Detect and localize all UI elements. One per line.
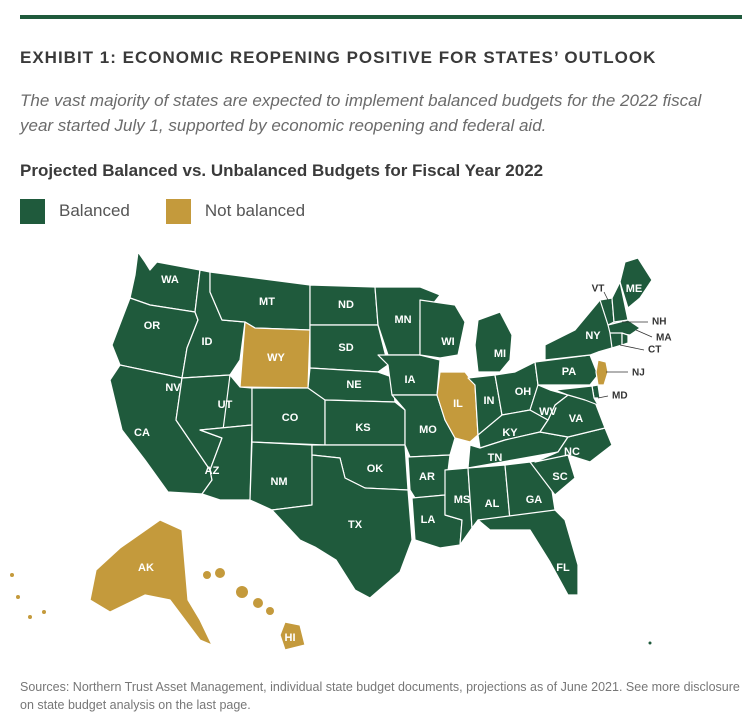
state-label-ne: NE <box>346 379 361 391</box>
island-6 <box>215 568 225 578</box>
island-3 <box>28 615 32 619</box>
state-nj <box>595 359 609 386</box>
state-ma <box>607 319 641 336</box>
island-4 <box>42 610 46 614</box>
state-label-az: AZ <box>205 465 220 477</box>
state-label-ga: GA <box>526 494 543 506</box>
state-label-id: ID <box>202 336 213 348</box>
states-layer <box>89 251 653 651</box>
state-label-ok: OK <box>367 463 384 475</box>
state-label-ct: CT <box>648 345 661 356</box>
labels-layer: WA OR CA ID NV MT WY UT AZ CO NM ND SD NE KS OK TX MN IA MO… <box>134 274 642 644</box>
legend-item-balanced: Balanced <box>20 198 130 224</box>
state-label-in: IN <box>484 395 495 407</box>
state-label-nc: NC <box>564 446 580 458</box>
state-label-oh: OH <box>515 386 532 398</box>
state-label-ks: KS <box>355 422 370 434</box>
state-label-hi: HI <box>285 632 296 644</box>
state-label-ny: NY <box>585 330 601 342</box>
state-label-sd: SD <box>338 342 353 354</box>
map-title: Projected Balanced vs. Unbalanced Budget… <box>20 161 544 180</box>
state-label-wi: WI <box>441 336 454 348</box>
state-label-ak: AK <box>138 562 154 574</box>
state-wi <box>419 299 466 359</box>
state-label-ia: IA <box>405 374 416 386</box>
state-label-nm: NM <box>270 476 287 488</box>
state-label-me: ME <box>626 283 643 295</box>
state-label-or: OR <box>144 320 161 332</box>
state-label-ar: AR <box>419 471 435 483</box>
state-wy <box>239 321 311 389</box>
state-label-wa: WA <box>161 274 179 286</box>
state-label-nd: ND <box>338 299 354 311</box>
state-label-nv: NV <box>165 382 181 394</box>
state-label-mo: MO <box>419 424 437 436</box>
state-label-mn: MN <box>394 314 411 326</box>
state-fl <box>477 509 579 596</box>
island-8 <box>253 598 263 608</box>
state-me <box>619 257 653 309</box>
state-label-la: LA <box>421 514 436 526</box>
legend-label-balanced: Balanced <box>59 201 130 220</box>
state-label-tx: TX <box>348 519 363 531</box>
state-hi <box>279 621 306 651</box>
callout-line-ct <box>619 344 645 351</box>
state-label-ms: MS <box>454 494 471 506</box>
state-il <box>436 371 479 443</box>
state-label-vt: VT <box>592 284 605 295</box>
state-label-fl: FL <box>556 562 570 574</box>
island-7 <box>236 586 248 598</box>
state-label-ca: CA <box>134 427 150 439</box>
island-9 <box>266 607 274 615</box>
legend: Balanced Not balanced <box>20 197 341 225</box>
legend-swatch-not-balanced <box>165 198 191 224</box>
legend-item-not-balanced: Not balanced <box>165 198 306 224</box>
state-label-ky: KY <box>502 427 518 439</box>
exhibit-title: EXHIBIT 1: ECONOMIC REOPENING POSITIVE F… <box>20 48 657 67</box>
island-2 <box>16 595 20 599</box>
state-nc <box>534 427 613 463</box>
state-label-ut: UT <box>218 399 233 411</box>
exhibit-subtitle: The vast majority of states are expected… <box>20 91 702 135</box>
state-label-wy: WY <box>267 352 285 364</box>
sources-note: Sources: Northern Trust Asset Management… <box>20 680 740 712</box>
state-label-md: MD <box>612 391 628 402</box>
state-ct <box>609 332 623 349</box>
callout-line-md <box>597 395 609 399</box>
state-label-va: VA <box>569 413 584 425</box>
state-label-wv: WV <box>539 406 557 418</box>
state-label-sc: SC <box>552 471 567 483</box>
state-sd <box>309 324 389 373</box>
state-ak <box>89 519 213 646</box>
state-label-mi: MI <box>494 348 506 360</box>
state-label-pa: PA <box>562 366 577 378</box>
callout-line-ma <box>635 329 653 338</box>
island-10 <box>648 641 652 645</box>
state-ri <box>621 332 629 346</box>
state-label-nh: NH <box>652 317 666 328</box>
islands-layer <box>10 568 652 645</box>
state-label-tn: TN <box>488 452 503 464</box>
state-tx <box>271 454 413 599</box>
state-md <box>554 385 599 406</box>
island-1 <box>10 573 14 577</box>
state-label-mt: MT <box>259 296 275 308</box>
state-label-ma: MA <box>656 333 672 344</box>
top-rule <box>20 15 742 19</box>
state-mi <box>474 311 513 373</box>
state-label-co: CO <box>282 412 299 424</box>
state-label-al: AL <box>485 498 500 510</box>
state-label-il: IL <box>453 398 463 410</box>
legend-label-not-balanced: Not balanced <box>204 201 306 220</box>
legend-swatch-balanced <box>20 198 45 224</box>
island-5 <box>203 571 211 579</box>
state-label-nj: NJ <box>632 368 645 379</box>
callout-line-vt <box>603 291 609 301</box>
